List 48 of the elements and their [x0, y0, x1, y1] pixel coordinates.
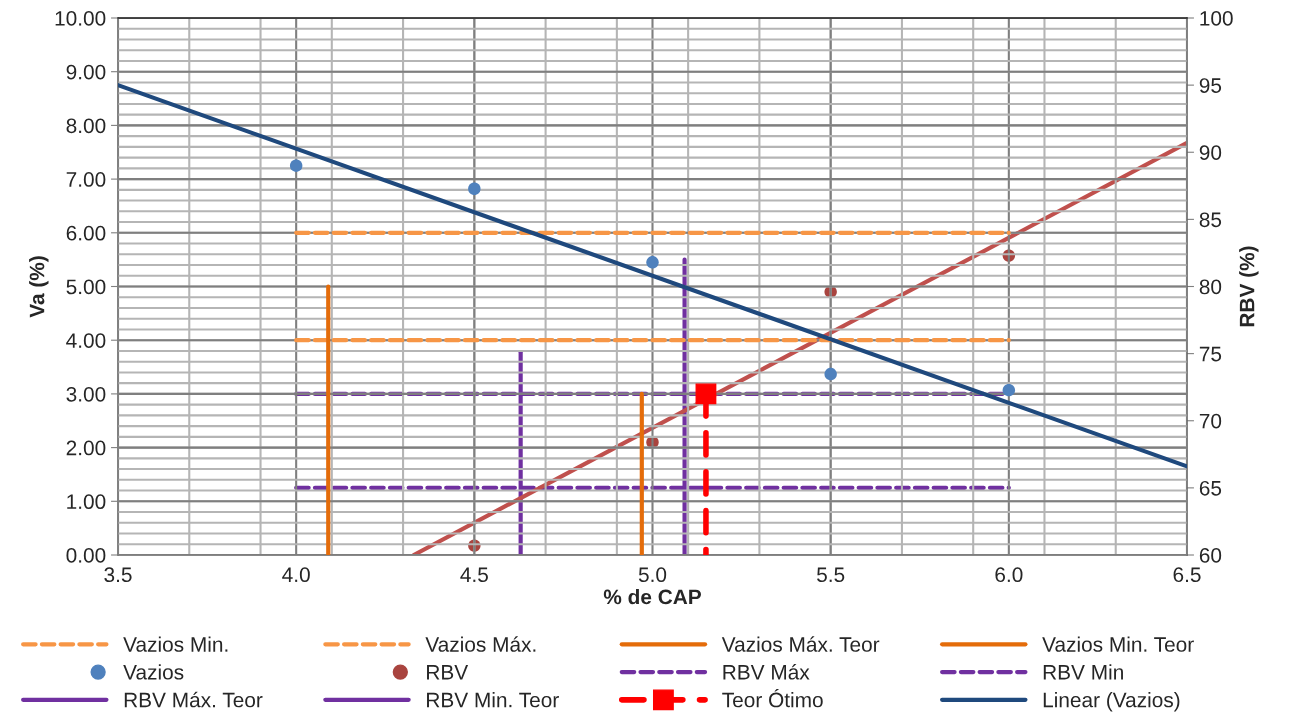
point [646, 256, 659, 269]
y2-tick-label: 60 [1199, 548, 1222, 563]
legend-label: RBV Máx [723, 664, 810, 680]
y2-tick-label: 70 [1199, 413, 1222, 429]
x-tick-label: 4.5 [460, 567, 488, 583]
x-tick-label: 5.5 [817, 567, 845, 583]
y-tick-label: 0.00 [66, 548, 106, 563]
y-axis-title: Va (%) [29, 256, 49, 318]
y-tick-label: 9.00 [66, 64, 106, 80]
legend-label: Vazios Min. Teor [1042, 636, 1194, 652]
y-tick-label: 3.00 [66, 386, 106, 402]
x-tick-label: 6.5 [1173, 567, 1201, 583]
y2-tick-label: 85 [1199, 212, 1222, 228]
legend-label: RBV Min. Teor [427, 692, 559, 708]
legend-label: RBV Máx. Teor [124, 691, 263, 708]
legend-label: Teor Ótimo [722, 689, 823, 708]
y2-axis-title: RBV (%) [1239, 246, 1259, 327]
legend-label: Vazios Máx. Teor [721, 636, 880, 652]
y-tick-label: 5.00 [66, 279, 106, 295]
point [695, 383, 717, 405]
x-tick-label: 4.0 [282, 567, 310, 583]
legend-label: RBV [427, 665, 469, 680]
x-tick-label: 5.0 [638, 567, 667, 583]
legend-label: Vazios Máx. [425, 636, 536, 652]
y-tick-label: 4.00 [66, 333, 106, 348]
y2-tick-label: 75 [1199, 346, 1222, 362]
y-tick-label: 6.00 [66, 225, 106, 241]
x-tick-label: 6.0 [995, 567, 1023, 583]
y-tick-label: 7.00 [66, 172, 106, 187]
point [824, 367, 837, 381]
y2-tick-label: 65 [1199, 480, 1222, 496]
y2-tick-label: 100 [1200, 11, 1233, 26]
point [468, 182, 481, 195]
legend-label: Vazios Min. [123, 636, 228, 652]
x-axis-title: % de CAP [603, 589, 701, 605]
x-tick-label: 3.5 [104, 567, 132, 583]
y-tick-label: 1.00 [67, 494, 106, 510]
y-tick-label: 8.00 [66, 118, 106, 134]
y2-tick-label: 90 [1199, 145, 1222, 160]
legend-label: Vazios [123, 664, 184, 680]
y2-tick-label: 95 [1199, 78, 1222, 93]
point [1002, 383, 1016, 397]
y-tick-label: 2.00 [66, 440, 106, 456]
legend-label: Linear (Vazios) [1043, 692, 1180, 712]
point [289, 159, 303, 172]
legend-label: RBV Min [1043, 664, 1123, 680]
y-tick-label: 10.00 [55, 11, 106, 26]
y2-tick-label: 80 [1199, 279, 1222, 295]
